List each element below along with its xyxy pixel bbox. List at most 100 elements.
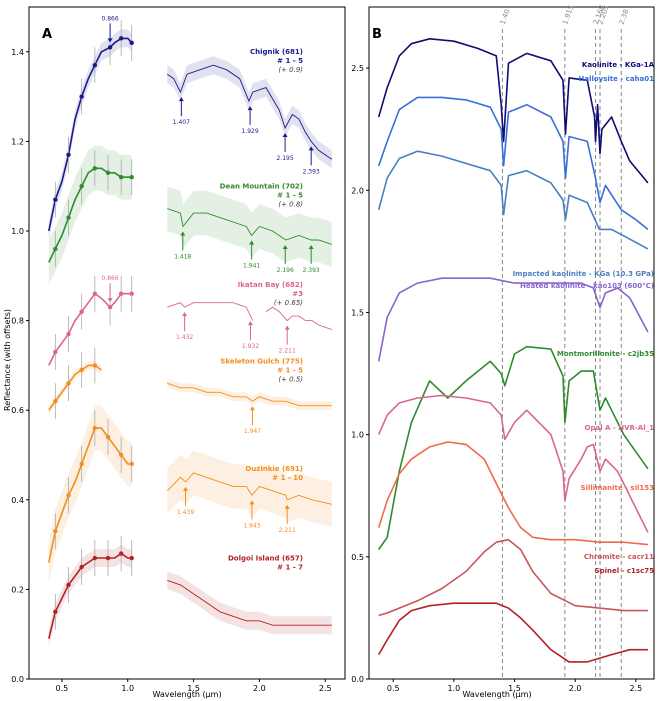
arrowhead — [249, 240, 255, 245]
series-line — [378, 602, 648, 663]
annotation-label: 1.929 — [241, 128, 258, 135]
series-line — [377, 277, 649, 362]
uncertainty-band — [48, 145, 132, 285]
uncertainty-band — [167, 450, 332, 527]
x-tick-label: 1.0 — [448, 684, 461, 693]
arrowhead — [282, 244, 288, 249]
panel-a-label: A — [42, 27, 52, 42]
data-point — [66, 331, 71, 337]
data-point — [118, 175, 124, 180]
uncertainty-band — [167, 186, 332, 267]
series-subset-label: # 1 - 5 — [277, 192, 303, 200]
series-name-label: Heated kaolinite - kao103 (600°C) — [520, 282, 654, 290]
series-line — [377, 441, 648, 546]
data-point — [129, 461, 134, 467]
x-tick-label: 2.0 — [253, 684, 266, 693]
series-offset-label: (+ 0.9) — [278, 66, 303, 74]
series-name-label: Spinel - c1sc75 — [595, 567, 655, 575]
x-tick-label: 1.5 — [508, 684, 521, 693]
arrowhead — [183, 486, 189, 491]
x-tick-label: 2.5 — [319, 684, 332, 693]
y-tick-label: 0.8 — [11, 317, 24, 326]
panel-b-frame — [368, 6, 655, 680]
y-tick-label: 2.5 — [351, 64, 364, 73]
series-line — [377, 150, 649, 250]
arrowhead — [284, 325, 290, 330]
data-point — [92, 166, 98, 171]
data-point — [79, 461, 84, 467]
series-name-label: Chignik (681) — [250, 48, 303, 56]
data-point — [118, 291, 124, 296]
uncertainty-band — [167, 571, 332, 635]
data-point — [79, 564, 84, 570]
y-tick-label: 0.0 — [351, 675, 364, 684]
panel-b-series-labels: Kaolinite - KGa-1A Halloysite - caha01 Imp… — [513, 61, 655, 575]
series-subset-label: # 1 - 10 — [272, 474, 303, 482]
series-offset-label: (+ 0.8) — [278, 201, 303, 209]
series-line — [378, 538, 648, 617]
panel-a-uncertainty-bands — [48, 29, 332, 648]
y-tick-label: 1.4 — [11, 48, 24, 57]
uncertainty-band — [167, 56, 332, 169]
series-line-visible — [48, 292, 132, 366]
data-point — [105, 170, 111, 175]
annotation-label: 1.439 — [177, 509, 194, 516]
reference-line-label: 1.40 — [499, 8, 512, 25]
panel-a-data-points — [53, 20, 134, 630]
data-point — [53, 246, 58, 252]
data-point — [129, 291, 134, 296]
data-point — [105, 434, 111, 440]
series-line-nir — [167, 382, 332, 407]
series-subset-label: # 1 - 5 — [277, 366, 303, 374]
series-subset-label: # 1 - 7 — [277, 563, 303, 571]
arrowhead — [308, 146, 314, 151]
panel-a-frame — [28, 6, 346, 680]
panel-b-x-axis-label: Wavelength (µm) — [462, 690, 531, 699]
series-name-label: Ikatan Bay (682) — [238, 281, 303, 289]
annotation-label: 2.211 — [279, 527, 296, 534]
annotation-label: 2.393 — [303, 168, 320, 175]
annotation-label: 2.211 — [279, 348, 296, 355]
y-tick-label: 1.2 — [11, 137, 24, 146]
uncertainty-band — [48, 405, 132, 585]
data-point — [53, 609, 58, 614]
series-offset-label: (+ 0.65) — [274, 299, 303, 307]
arrowhead — [249, 406, 255, 411]
series-line-nir — [166, 472, 332, 505]
y-tick-label: 0.5 — [351, 553, 364, 562]
annotation-label: 1.418 — [174, 254, 191, 261]
arrowhead — [249, 500, 255, 505]
data-point — [129, 175, 134, 180]
y-tick-label: 1.0 — [11, 227, 24, 236]
series-name-label: Dean Mountain (702) — [220, 183, 303, 191]
x-tick-label: 0.5 — [56, 684, 69, 693]
arrowhead — [247, 106, 253, 111]
y-tick-label: 1.5 — [351, 308, 364, 317]
data-point — [105, 555, 111, 561]
x-tick-label: 2.5 — [629, 684, 642, 693]
y-tick-label: 0.4 — [11, 496, 24, 505]
series-name-label: Dolgoi Island (657) — [228, 554, 303, 562]
panel-b-series-lines — [377, 38, 649, 663]
series-name-label: Montmorillonite - c2jb35 — [557, 350, 654, 358]
uncertainty-band — [48, 544, 132, 648]
data-point — [92, 291, 98, 296]
arrowhead — [180, 231, 186, 236]
arrowhead — [107, 298, 113, 303]
data-point — [79, 94, 84, 99]
data-point — [79, 184, 84, 189]
series-subset-label: #3 — [292, 290, 303, 298]
data-point — [92, 363, 98, 368]
data-point — [79, 367, 84, 373]
data-point — [118, 551, 124, 556]
series-name-label: Sillimanite - sil153 — [581, 484, 655, 492]
data-point — [129, 555, 134, 561]
annotation-label: 2.393 — [303, 267, 320, 274]
series-name-label: Impacted kaolinite - KGa (10.3 GPa) — [513, 270, 654, 278]
annotation-label: 1.932 — [242, 343, 259, 350]
data-point — [53, 197, 58, 202]
data-point — [92, 63, 98, 68]
annotation-label: 2.196 — [277, 267, 294, 274]
arrowhead — [282, 132, 288, 137]
